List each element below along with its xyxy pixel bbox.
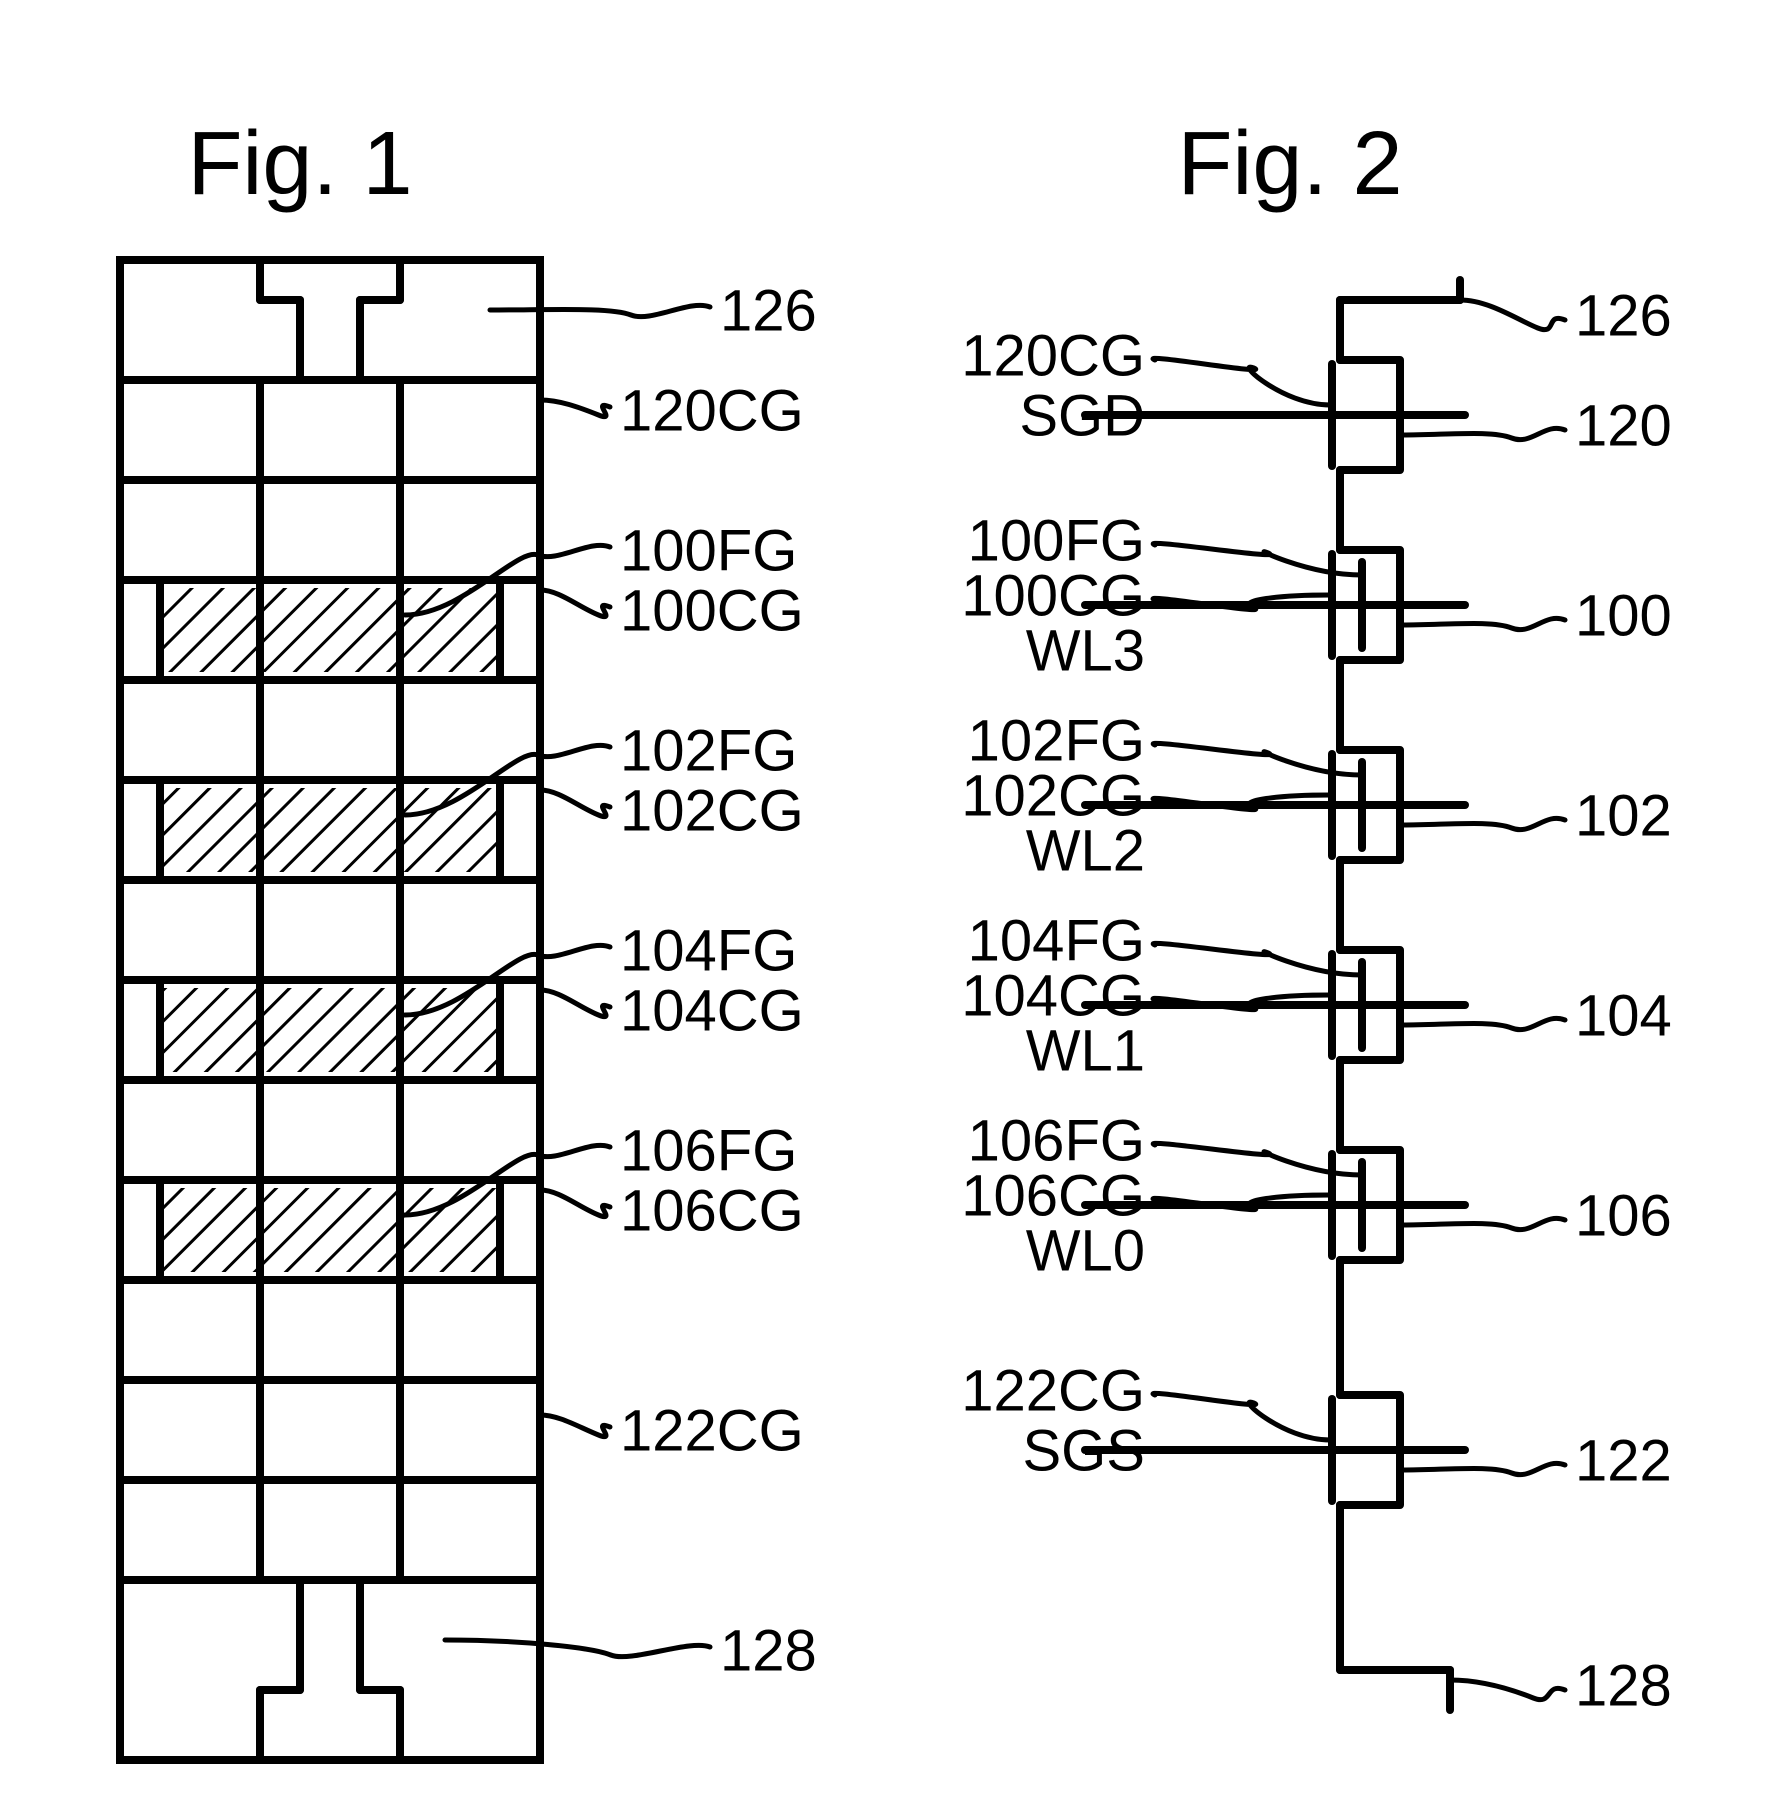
fig2-leader [1402,428,1565,439]
fig1-leader [540,400,610,417]
fig2-leader [1402,1018,1565,1029]
fig2-label-wl: WL1 [1026,1018,1145,1083]
fig2-label-wl: WL3 [1026,618,1145,683]
fig2-label-right: 100 [1575,583,1672,648]
fig2-leader [1460,300,1565,330]
fig1-label: 106CG [620,1178,804,1243]
fig1-leader [490,305,710,316]
fig1-label: 122CG [620,1398,804,1463]
fig1-label: 128 [720,1618,817,1683]
fig1-label: 102FG [620,718,797,783]
fig1-label: 120CG [620,378,804,443]
fig1-label: 104FG [620,918,797,983]
fig1-hatch [160,1188,500,1272]
fig1-hatch [160,788,500,872]
fig1-label: 100FG [620,518,797,583]
fig1-label: 100CG [620,578,804,643]
fig2-leader [1402,1463,1565,1474]
fig1-leader [540,790,610,817]
fig1-label: 102CG [620,778,804,843]
fig2-leader [1402,618,1565,629]
fig2-label-right: 128 [1575,1653,1672,1718]
fig1-leader [540,1190,610,1217]
fig2-leader [1153,1393,1330,1440]
fig2-label-right: 126 [1575,283,1672,348]
fig1-title: Fig. 1 [187,114,412,214]
fig2-title: Fig. 2 [1177,114,1402,214]
fig1-label: 104CG [620,978,804,1043]
fig1-hatch [160,988,500,1072]
fig2-label-wl: WL0 [1026,1218,1145,1283]
fig1-leader [445,1640,710,1657]
fig2-label-right: 106 [1575,1183,1672,1248]
fig2-label-wl: SGS [1023,1418,1146,1483]
fig1-hatch [160,588,500,672]
fig2-label-right: 102 [1575,783,1672,848]
fig1-label: 126 [720,278,817,343]
fig2-label-right: 120 [1575,393,1672,458]
fig2-label-cg: 122CG [961,1358,1145,1423]
diagram-stage: Fig. 1126120CG100FG100CG102FG102CG104FG1… [0,0,1775,1820]
fig1-label: 106FG [620,1118,797,1183]
fig2-leader [1450,1680,1565,1700]
fig2-label-wl: WL2 [1026,818,1145,883]
fig2-label-cg: 120CG [961,323,1145,388]
fig2-label-right: 122 [1575,1428,1672,1493]
fig1-leader [540,1415,610,1437]
fig2-label-right: 104 [1575,983,1672,1048]
fig2-leader [1402,1218,1565,1229]
fig2-label-wl: SGD [1019,383,1145,448]
fig2-leader [1402,818,1565,829]
fig2-leader [1153,358,1330,405]
fig1-leader [540,990,610,1017]
fig1-leader [540,590,610,617]
